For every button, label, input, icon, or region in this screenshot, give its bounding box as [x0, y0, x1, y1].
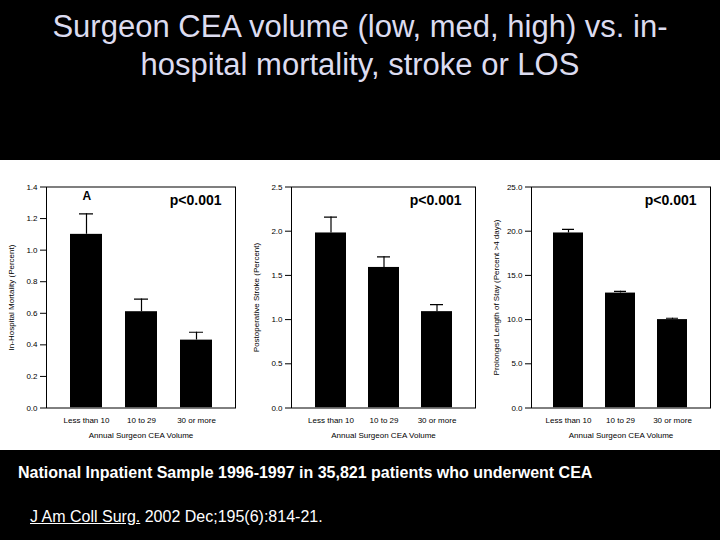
- svg-text:0.0: 0.0: [26, 404, 38, 413]
- svg-text:1.0: 1.0: [271, 315, 283, 324]
- svg-text:Annual Surgeon CEA Volume: Annual Surgeon CEA Volume: [569, 431, 674, 440]
- svg-text:0.2: 0.2: [26, 372, 38, 381]
- svg-text:30 or more: 30 or more: [418, 416, 457, 425]
- svg-text:10 to 29: 10 to 29: [606, 416, 635, 425]
- svg-text:p<0.001: p<0.001: [410, 192, 462, 208]
- svg-text:20.0: 20.0: [507, 227, 523, 236]
- svg-text:30 or more: 30 or more: [653, 416, 692, 425]
- svg-text:5.0: 5.0: [511, 359, 523, 368]
- svg-text:Less than 10: Less than 10: [308, 416, 354, 425]
- svg-text:1.0: 1.0: [26, 246, 38, 255]
- svg-text:Less than 10: Less than 10: [546, 416, 592, 425]
- svg-text:10 to 29: 10 to 29: [127, 416, 156, 425]
- svg-text:30 or more: 30 or more: [177, 416, 216, 425]
- svg-text:0.0: 0.0: [511, 404, 523, 413]
- svg-text:Prolonged Length of Stay (Perc: Prolonged Length of Stay (Percent >4 day…: [492, 219, 501, 375]
- svg-text:p<0.001: p<0.001: [170, 192, 222, 208]
- svg-text:1.4: 1.4: [26, 183, 38, 192]
- svg-text:0.8: 0.8: [26, 277, 38, 286]
- svg-text:1.5: 1.5: [271, 271, 283, 280]
- svg-text:0.0: 0.0: [271, 404, 283, 413]
- svg-text:0.5: 0.5: [271, 359, 283, 368]
- svg-text:25.0: 25.0: [507, 183, 523, 192]
- svg-text:15.0: 15.0: [507, 271, 523, 280]
- svg-text:0.6: 0.6: [26, 309, 38, 318]
- svg-text:0.4: 0.4: [26, 340, 38, 349]
- svg-text:10.0: 10.0: [507, 315, 523, 324]
- svg-text:Annual Surgeon CEA Volume: Annual Surgeon CEA Volume: [331, 431, 436, 440]
- svg-text:A: A: [83, 189, 92, 203]
- svg-text:10 to 29: 10 to 29: [370, 416, 399, 425]
- svg-text:Postoperative Stroke (Percent): Postoperative Stroke (Percent): [252, 242, 261, 352]
- svg-text:Less than 10: Less than 10: [64, 416, 110, 425]
- svg-text:In-Hospital Mortality (Percent: In-Hospital Mortality (Percent): [7, 244, 16, 350]
- svg-text:2.5: 2.5: [271, 183, 283, 192]
- svg-text:2.0: 2.0: [271, 227, 283, 236]
- html-text:Surgeon CEA volume (low, med,: Surgeon CEA volume (low, med, high) vs. …: [52, 9, 668, 82]
- html-text:J Am Coll Surg. 2002 Dec;195(6: J Am Coll Surg. 2002 Dec;195(6):814-21.: [30, 508, 323, 525]
- svg-text:p<0.001: p<0.001: [645, 192, 697, 208]
- html-text:National Inpatient Sample 1996: National Inpatient Sample 1996-1997 in 3…: [18, 464, 593, 481]
- svg-text:1.2: 1.2: [26, 214, 38, 223]
- svg-text:Annual Surgeon CEA Volume: Annual Surgeon CEA Volume: [89, 431, 194, 440]
